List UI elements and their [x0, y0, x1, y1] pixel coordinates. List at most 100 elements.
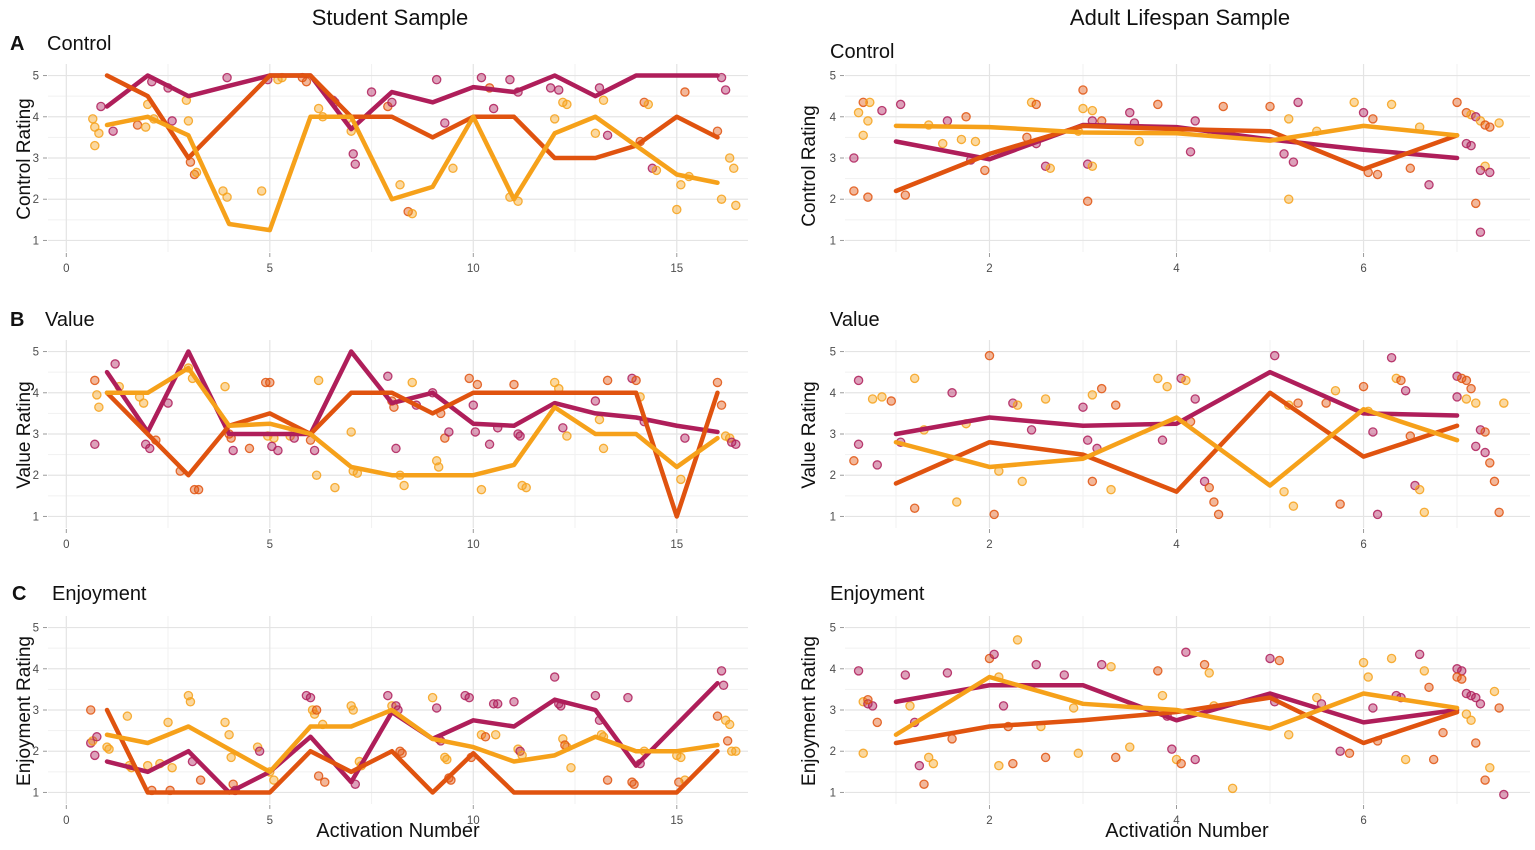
scatter-point-amber [994, 760, 1004, 771]
scatter-point-maroon [305, 692, 316, 703]
scatter-point-maroon [348, 149, 358, 159]
scatter-point-amber [1349, 97, 1359, 108]
scatter-point-red [1204, 482, 1214, 493]
scatter-point-amber [724, 153, 735, 163]
trend-line-red [893, 123, 1460, 194]
scatter-point-amber [549, 114, 560, 124]
scatter-point-amber [220, 717, 230, 728]
panel-tag-a: A [10, 33, 25, 55]
scatter-point-maroon [464, 692, 474, 703]
scatter-point-maroon [718, 680, 729, 691]
scatter-point-amber [566, 762, 576, 773]
scatter-point-red [509, 379, 519, 390]
scatter-point-maroon [1424, 180, 1434, 190]
scatter-point-red [1110, 400, 1121, 410]
x-axis-tick-label: 0 [63, 539, 69, 551]
scatter-point-red [629, 779, 639, 789]
scatter-point-amber [433, 462, 444, 472]
scatter-point-red [961, 112, 971, 122]
x-axis-tick-label: 10 [467, 539, 480, 551]
y-axis-tick-label: 5 [830, 347, 836, 359]
scatter-point-red [722, 736, 733, 746]
scatter-point-amber [590, 128, 601, 139]
scatter-point-red [1209, 497, 1219, 507]
scatter-point-maroon [476, 72, 487, 83]
scatter-point-red [716, 400, 727, 410]
trend-line-amber [104, 365, 720, 478]
scatter-point-amber [676, 180, 686, 190]
scatter-point-maroon [1190, 394, 1200, 404]
scatter-point-amber [598, 95, 609, 106]
scatter-point-amber [1312, 692, 1322, 703]
scatter-point-maroon [900, 670, 911, 680]
scatter-point-red [1480, 427, 1490, 437]
scatter-point-red [244, 443, 255, 454]
scatter-point-maroon [1480, 447, 1490, 458]
scatter-point-red [1344, 748, 1355, 759]
scatter-point-amber [676, 474, 686, 485]
scatter-point-red [1424, 682, 1434, 693]
scatter-point-maroon [1181, 647, 1191, 658]
scatter-point-red [1078, 85, 1088, 95]
scatter-point-amber [731, 746, 741, 756]
scatter-point-red [712, 711, 723, 721]
scatter-point-red [1213, 509, 1224, 520]
scatter-point-amber [490, 729, 501, 740]
scatter-point-amber [970, 136, 981, 147]
scatter-point-amber [858, 697, 868, 707]
scatter-point-amber [909, 373, 920, 384]
scatter-point-amber [1419, 666, 1430, 676]
scatter-point-amber [863, 116, 873, 126]
scatter-point-amber [167, 762, 177, 773]
scatter-point-amber [1162, 381, 1172, 392]
scatter-point-red [397, 748, 407, 759]
scatter-point-amber [1419, 507, 1430, 518]
scatter-point-amber [1106, 484, 1116, 495]
y-axis-tick-label: 1 [33, 787, 39, 799]
y-axis-tick-label: 3 [830, 429, 836, 441]
scatter-point-amber [1181, 375, 1191, 386]
trend-line-amber [893, 674, 1460, 737]
scatter-point-maroon [90, 439, 100, 450]
scatter-point-maroon [853, 375, 864, 386]
scatter-point-maroon [895, 99, 906, 110]
scatter-point-red [1396, 375, 1406, 386]
scatter-point-maroon [1414, 649, 1425, 660]
scatter-point-red [900, 190, 911, 200]
scatter-point-maroon [110, 359, 120, 369]
scatter-point-maroon [1199, 476, 1210, 487]
scatter-point-red [1471, 738, 1481, 748]
scatter-point-red [989, 509, 999, 520]
scatter-point-maroon [1475, 227, 1486, 237]
scatter-point-red [301, 76, 312, 87]
scatter-point-amber [877, 392, 887, 402]
scatter-point-amber [1157, 690, 1168, 701]
scatter-point-amber [313, 375, 324, 386]
scatter-point-amber [676, 752, 686, 763]
scatter-point-amber [598, 443, 609, 454]
scatter-point-amber [94, 402, 104, 412]
x-axis-title-left: Activation Number [316, 820, 480, 842]
x-axis-tick-label: 15 [670, 263, 683, 275]
scatter-point-amber [1386, 653, 1397, 664]
scatter-point-red [1471, 198, 1481, 209]
scatter-point-maroon [1059, 670, 1070, 680]
scatter-point-maroon [1008, 398, 1018, 408]
scatter-point-red [1082, 196, 1093, 207]
scatter-point-maroon [108, 126, 118, 136]
scatter-point-red [602, 375, 613, 386]
scatter-point-maroon [1125, 107, 1135, 118]
scatter-point-maroon [590, 690, 601, 701]
scatter-point-red [984, 350, 995, 361]
scatter-point-amber [183, 116, 194, 126]
scatter-point-amber [731, 200, 741, 211]
scatter-point-red [1031, 99, 1041, 110]
scatter-point-maroon [1031, 659, 1041, 670]
x-axis-tick-label: 5 [267, 539, 273, 551]
scatter-point-amber [442, 754, 452, 765]
scatter-point-amber [853, 107, 864, 118]
scatter-point-amber [1078, 103, 1088, 114]
trend-line-maroon [893, 683, 1460, 725]
scatter-point-amber [1125, 742, 1135, 752]
scatter-point-maroon [1461, 138, 1472, 149]
